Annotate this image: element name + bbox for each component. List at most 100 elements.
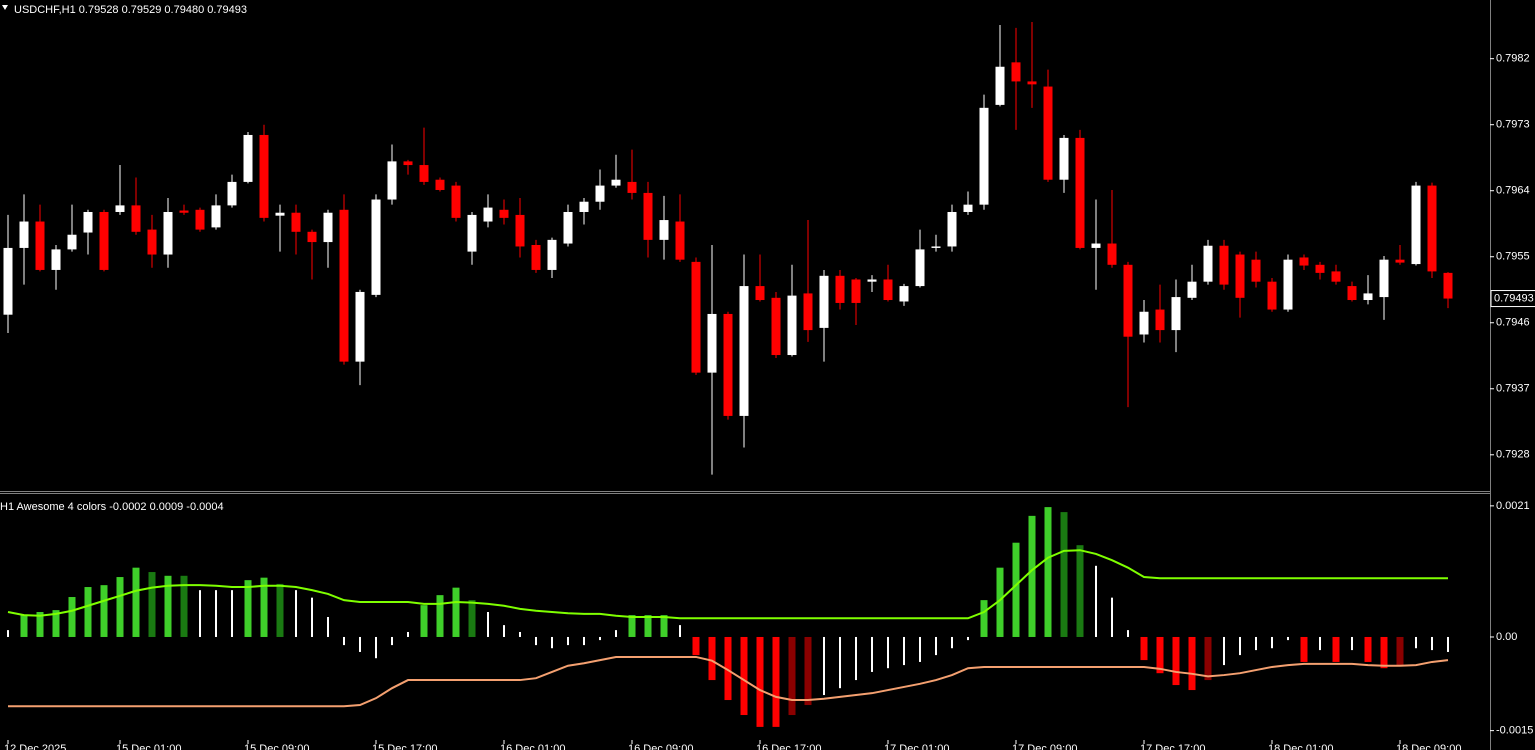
candle-body bbox=[1283, 259, 1293, 310]
candle-body bbox=[803, 293, 813, 331]
histogram-bar bbox=[231, 590, 233, 637]
histogram-bar bbox=[468, 600, 476, 637]
menu-triangle[interactable] bbox=[2, 5, 8, 10]
x-tick-label: 16 Dec 01:00 bbox=[500, 743, 565, 750]
candle-body bbox=[1075, 137, 1085, 248]
candle-body bbox=[819, 275, 829, 328]
candle-body bbox=[1219, 245, 1229, 285]
histogram-bar bbox=[1271, 636, 1273, 649]
candle-body bbox=[99, 211, 109, 270]
candle-body bbox=[1171, 297, 1181, 331]
histogram-bar bbox=[20, 615, 28, 637]
candle-body bbox=[1411, 185, 1421, 265]
histogram-bar bbox=[1351, 636, 1353, 651]
candle-body bbox=[643, 192, 653, 240]
candle-body bbox=[1011, 62, 1021, 82]
histogram-bar bbox=[644, 615, 652, 637]
histogram-bar bbox=[68, 597, 76, 637]
y-tick-label: 0.7946 bbox=[1496, 317, 1530, 329]
candle-body bbox=[163, 211, 173, 255]
candle-body bbox=[35, 221, 45, 270]
histogram-bar bbox=[164, 575, 172, 637]
histogram-bar bbox=[599, 636, 601, 641]
candle-body bbox=[1139, 311, 1149, 335]
y-tick-label: 0.7937 bbox=[1496, 383, 1530, 395]
histogram-bar bbox=[1028, 515, 1036, 637]
histogram-bar bbox=[244, 580, 252, 637]
y-tick-label: 0.7973 bbox=[1496, 119, 1530, 131]
histogram-bar bbox=[535, 636, 537, 646]
histogram-bar bbox=[628, 615, 636, 637]
histogram-bar bbox=[1415, 636, 1417, 649]
candle-body bbox=[1395, 259, 1405, 263]
y-tick-label: 0.0021 bbox=[1496, 500, 1530, 512]
candle-body bbox=[1091, 243, 1101, 248]
candle-body bbox=[1107, 243, 1117, 265]
candle-body bbox=[1443, 272, 1453, 299]
histogram-bar bbox=[1012, 542, 1020, 637]
histogram-bar bbox=[375, 636, 377, 659]
candle-body bbox=[259, 134, 269, 218]
histogram-bar bbox=[1060, 512, 1068, 637]
histogram-bar bbox=[660, 615, 668, 637]
candle-body bbox=[979, 107, 989, 205]
histogram-bar bbox=[756, 636, 764, 727]
histogram-bar bbox=[740, 636, 748, 716]
histogram-bar bbox=[1127, 630, 1129, 637]
current-price-box bbox=[1490, 290, 1535, 308]
candle-body bbox=[467, 214, 477, 252]
candle-body bbox=[1267, 281, 1277, 310]
histogram-bar bbox=[1447, 636, 1449, 652]
candle-body bbox=[1155, 309, 1165, 331]
candle-body bbox=[515, 214, 525, 247]
current-price-label: 0.79493 bbox=[1494, 292, 1534, 304]
histogram-bar bbox=[788, 636, 796, 716]
candle-body bbox=[1027, 81, 1037, 85]
histogram-bar bbox=[1431, 636, 1433, 651]
y-tick-label: -0.0015 bbox=[1496, 725, 1533, 737]
candle-body bbox=[291, 212, 301, 232]
x-tick-label: 15 Dec 09:00 bbox=[244, 743, 309, 750]
candle-body bbox=[579, 201, 589, 212]
candle-body bbox=[995, 66, 1005, 105]
candle-body bbox=[787, 295, 797, 356]
histogram-bar bbox=[772, 636, 780, 727]
candle-body bbox=[131, 205, 141, 232]
y-tick-label: 0.7982 bbox=[1496, 53, 1530, 65]
histogram-bar bbox=[260, 577, 268, 637]
histogram-bar bbox=[391, 636, 393, 646]
histogram-bar bbox=[180, 575, 188, 637]
candle-body bbox=[1187, 281, 1197, 298]
histogram-bar bbox=[1300, 636, 1308, 662]
histogram-bar bbox=[327, 617, 329, 637]
histogram-bar bbox=[935, 636, 937, 656]
candle-body bbox=[211, 205, 221, 228]
candle-body bbox=[883, 279, 893, 301]
indicator-line bbox=[7, 549, 1448, 620]
histogram-bar bbox=[1095, 565, 1097, 637]
histogram-bar bbox=[295, 590, 297, 637]
candle-body bbox=[739, 286, 749, 416]
candle-body bbox=[403, 161, 413, 166]
histogram-bar bbox=[1319, 636, 1321, 651]
x-tick-label: 17 Dec 17:00 bbox=[1140, 743, 1205, 750]
candle-body bbox=[339, 209, 349, 362]
histogram-bar bbox=[311, 597, 313, 637]
candle-body bbox=[1203, 245, 1213, 282]
histogram-bar bbox=[132, 567, 140, 637]
histogram-bar bbox=[996, 567, 1004, 637]
x-tick-label: 17 Dec 09:00 bbox=[1012, 743, 1077, 750]
candle-body bbox=[83, 211, 93, 233]
histogram-bar bbox=[452, 587, 460, 637]
x-tick-label: 18 Dec 01:00 bbox=[1268, 743, 1333, 750]
candle-body bbox=[835, 275, 845, 303]
candle-body bbox=[307, 231, 317, 243]
candle-body bbox=[1331, 271, 1341, 282]
candle-body bbox=[483, 207, 493, 222]
candle-body bbox=[963, 204, 973, 212]
histogram-bar bbox=[1396, 636, 1404, 666]
histogram-bar bbox=[692, 636, 700, 656]
x-tick-label: 15 Dec 01:00 bbox=[116, 743, 181, 750]
candle-body bbox=[1043, 86, 1053, 180]
